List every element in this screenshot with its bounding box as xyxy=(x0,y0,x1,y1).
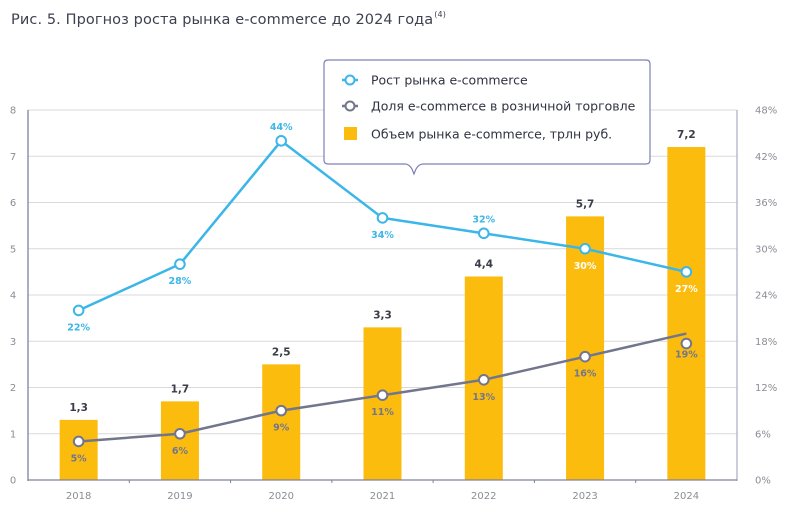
x-tick-label: 2021 xyxy=(370,491,395,502)
bar-2018 xyxy=(59,419,98,480)
right-tick-label: 18% xyxy=(755,337,777,348)
left-tick-label: 7 xyxy=(10,152,16,163)
share-marker xyxy=(72,435,85,448)
bar-value-label: 7,2 xyxy=(677,129,696,141)
bar-value-label: 4,4 xyxy=(474,259,493,271)
legend-label: Объем рынка e-commerce, трлн руб. xyxy=(371,127,612,142)
left-tick-label: 2 xyxy=(10,383,16,394)
bar-2019 xyxy=(160,401,199,480)
right-tick-label: 6% xyxy=(755,429,771,440)
legend: Рост рынка e-commerce Доля e-commerce в р… xyxy=(323,59,651,176)
x-tick-label: 2024 xyxy=(674,491,699,502)
growth-value-label: 28% xyxy=(169,276,192,287)
share-marker xyxy=(174,427,186,440)
growth-marker xyxy=(174,258,186,270)
share-value-label: 16% xyxy=(574,369,597,380)
left-tick-label: 8 xyxy=(10,106,16,117)
share-marker xyxy=(376,389,389,402)
growth-marker xyxy=(680,266,693,278)
right-tick-label: 0% xyxy=(755,476,771,487)
bar-2023 xyxy=(566,216,605,480)
bar-2021 xyxy=(363,327,402,480)
growth-value-label: 22% xyxy=(67,322,90,333)
left-tick-label: 6 xyxy=(10,198,16,209)
legend-square-icon xyxy=(344,127,357,140)
left-axis-ticks: 0 1 2 3 4 5 6 7 8 xyxy=(10,106,16,487)
bars xyxy=(59,147,706,480)
chart-title-footnote: (4) xyxy=(434,10,446,19)
legend-circle-icon xyxy=(344,74,356,86)
bar-value-label: 3,3 xyxy=(373,309,392,321)
legend-box xyxy=(323,59,651,176)
chart-title-text: Рис. 5. Прогноз роста рынка e-commerce д… xyxy=(11,12,434,28)
share-marker xyxy=(680,337,693,350)
axes xyxy=(27,110,738,483)
growth-marker xyxy=(72,304,85,317)
x-tick-label: 2023 xyxy=(572,491,597,502)
share-series: 5% 6% 9% 11% 13% 16% 19% xyxy=(71,332,698,464)
right-tick-label: 42% xyxy=(755,152,777,163)
growth-value-label: 32% xyxy=(472,214,495,225)
share-value-label: 11% xyxy=(371,407,394,418)
x-tick-label: 2022 xyxy=(471,491,496,502)
left-tick-label: 4 xyxy=(10,291,16,302)
share-value-label: 9% xyxy=(273,423,290,434)
share-marker xyxy=(579,350,591,363)
growth-series: 22% 28% 44% 34% 32% 30% 27% xyxy=(67,122,698,334)
right-tick-label: 48% xyxy=(755,106,777,117)
left-tick-label: 0 xyxy=(10,476,16,487)
share-value-label: 6% xyxy=(172,446,189,457)
growth-value-label: 30% xyxy=(574,261,597,272)
share-value-label: 13% xyxy=(472,392,495,403)
chart-title: Рис. 5. Прогноз роста рынка e-commerce д… xyxy=(11,10,446,28)
bar-value-label: 1,7 xyxy=(171,383,190,395)
left-tick-label: 5 xyxy=(10,244,16,255)
growth-value-label: 27% xyxy=(675,284,698,295)
right-tick-label: 30% xyxy=(755,244,777,255)
share-value-label: 19% xyxy=(675,350,698,361)
growth-marker xyxy=(275,135,288,147)
right-tick-label: 36% xyxy=(755,198,777,209)
x-tick-label: 2018 xyxy=(66,491,91,502)
share-marker xyxy=(477,373,490,386)
x-tick-label: 2019 xyxy=(167,491,192,502)
right-tick-label: 12% xyxy=(755,383,777,394)
left-tick-label: 3 xyxy=(10,337,16,348)
x-axis-ticks: 2018 2019 2020 2021 2022 2023 2024 xyxy=(66,491,699,502)
bar-2024 xyxy=(667,147,706,480)
legend-circle-icon xyxy=(344,100,356,112)
bar-value-label: 2,5 xyxy=(272,346,291,358)
growth-marker xyxy=(579,242,591,255)
growth-marker xyxy=(376,212,389,224)
bar-value-label: 5,7 xyxy=(576,198,595,210)
bar-value-label: 1,3 xyxy=(69,402,88,414)
bar-2020 xyxy=(262,364,301,480)
left-tick-label: 1 xyxy=(10,429,16,440)
share-marker xyxy=(275,404,288,417)
share-value-label: 5% xyxy=(71,453,88,464)
right-tick-label: 24% xyxy=(755,291,777,302)
growth-value-label: 34% xyxy=(371,230,394,241)
legend-label: Доля e-commerce в розничной торговле xyxy=(371,99,636,114)
legend-label: Рост рынка e-commerce xyxy=(371,73,528,88)
growth-marker xyxy=(477,227,490,240)
right-axis-ticks: 0% 6% 12% 18% 24% 30% 36% 42% 48% xyxy=(755,106,777,487)
growth-value-label: 44% xyxy=(270,122,293,133)
x-tick-label: 2020 xyxy=(268,491,293,502)
bar-labels: 1,3 1,7 2,5 3,3 4,4 5,7 7,2 xyxy=(69,129,695,414)
